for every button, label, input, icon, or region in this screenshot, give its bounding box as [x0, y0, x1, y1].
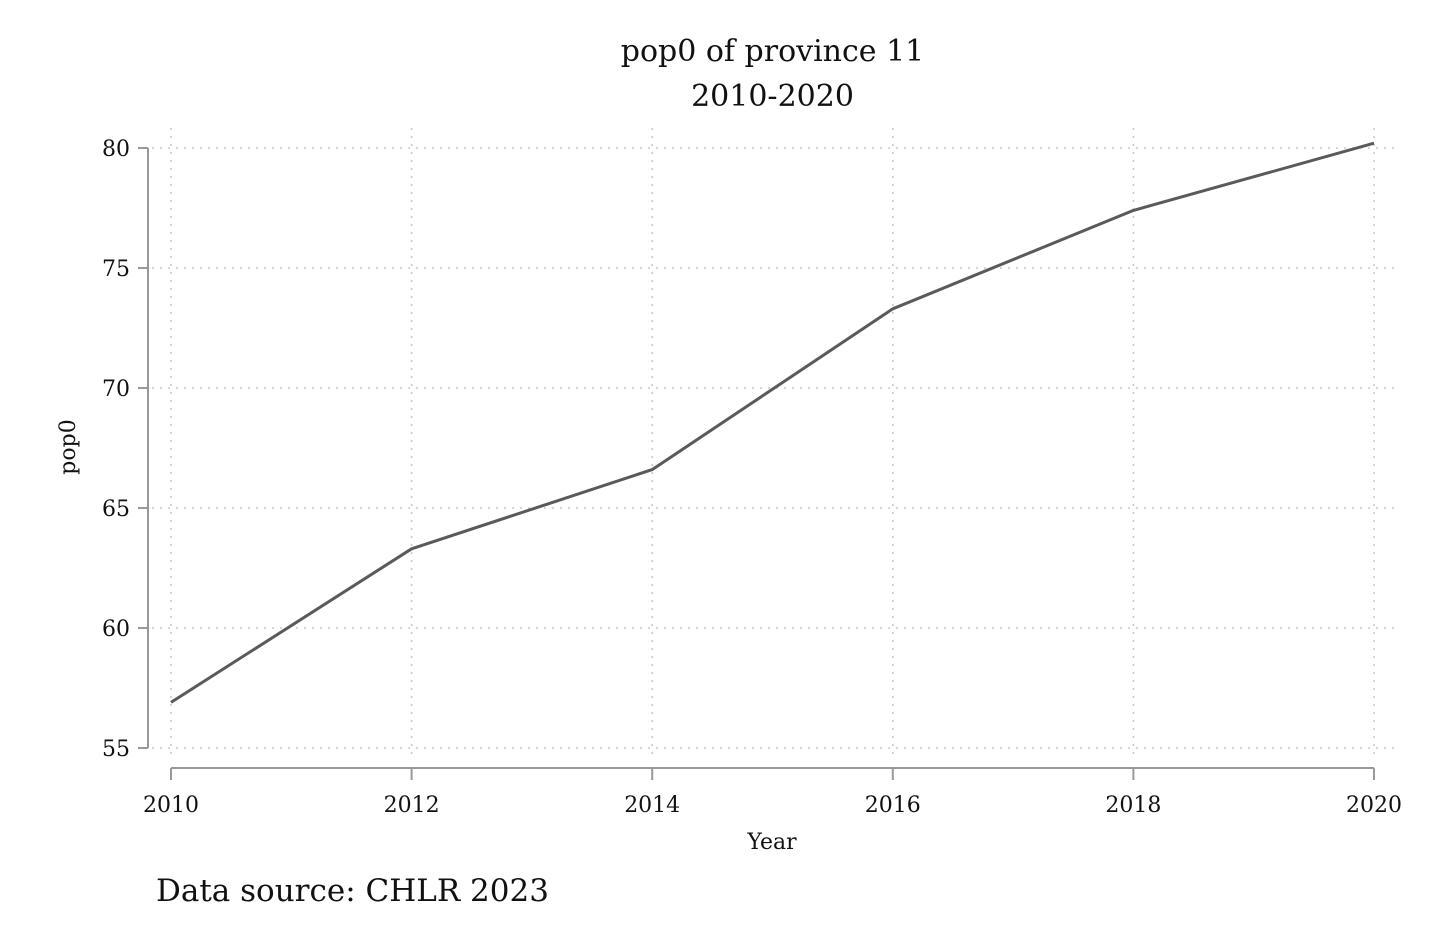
y-tick-label: 70 [102, 377, 130, 402]
series-layer [170, 141, 1375, 704]
y-tick-label: 75 [102, 257, 130, 282]
x-tick-label: 2018 [1105, 793, 1161, 818]
x-tick-label: 2014 [624, 793, 680, 818]
x-tick-label: 2016 [865, 793, 921, 818]
chart-title: pop0 of province 11 [620, 34, 925, 69]
x-axis-title: Year [746, 830, 797, 855]
y-tick-label: 65 [102, 497, 130, 522]
series-line [170, 141, 1375, 704]
y-tick-label: 80 [102, 137, 130, 162]
x-tick-label: 2012 [384, 793, 440, 818]
x-tick-label: 2010 [143, 793, 199, 818]
grid-layer [152, 128, 1396, 760]
x-tick-label: 2020 [1346, 793, 1402, 818]
data-source-note: Data source: CHLR 2023 [156, 873, 549, 909]
chart-subtitle: 2010-2020 [691, 79, 854, 114]
y-tick-label: 55 [102, 737, 130, 762]
y-tick-label: 60 [102, 617, 130, 642]
axis-layer: 55 60 65 70 75 80 2010 2012 2014 2016 2018 2020 [102, 137, 1402, 818]
y-axis-title: pop0 [56, 419, 81, 474]
